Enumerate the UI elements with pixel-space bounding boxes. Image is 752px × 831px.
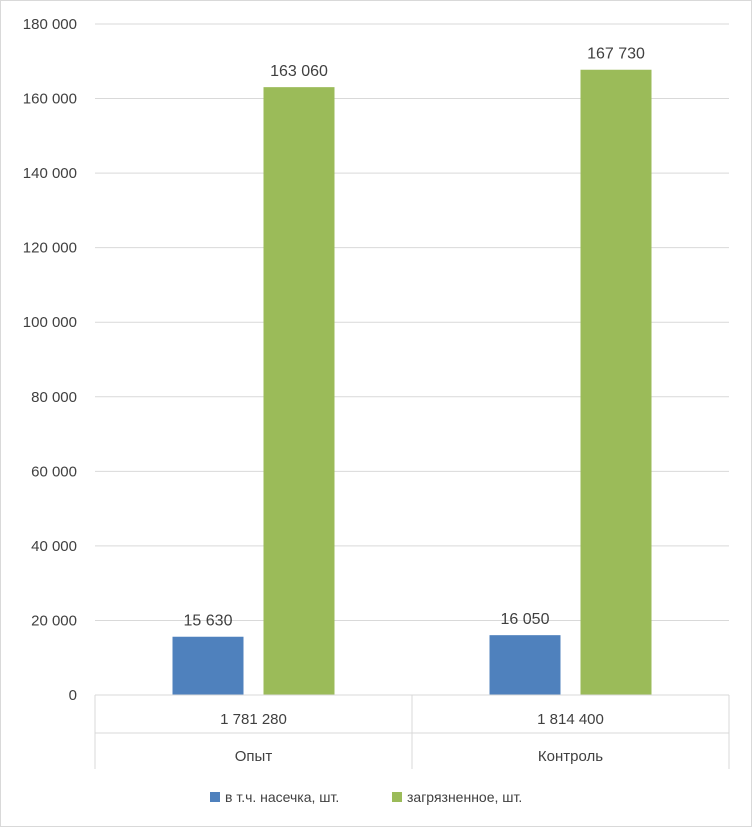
data-label: 16 050 bbox=[501, 611, 550, 628]
category-sublabel: 1 814 400 bbox=[537, 711, 604, 728]
y-tick-label: 100 000 bbox=[23, 314, 77, 331]
y-tick-label: 0 bbox=[69, 687, 77, 704]
data-label: 163 060 bbox=[270, 63, 328, 80]
bar bbox=[263, 87, 335, 695]
y-tick-label: 140 000 bbox=[23, 165, 77, 182]
bar bbox=[580, 69, 652, 696]
y-tick-label: 40 000 bbox=[31, 538, 77, 555]
legend-label: загрязненное, шт. bbox=[407, 789, 522, 805]
bars bbox=[172, 69, 652, 696]
y-tick-label: 120 000 bbox=[23, 240, 77, 257]
data-label: 167 730 bbox=[587, 46, 645, 63]
y-tick-label: 180 000 bbox=[23, 16, 77, 33]
y-tick-label: 60 000 bbox=[31, 463, 77, 480]
category-label: Контроль bbox=[538, 748, 603, 765]
category-sublabel: 1 781 280 bbox=[220, 711, 287, 728]
y-tick-label: 160 000 bbox=[23, 91, 77, 108]
legend-swatch bbox=[210, 792, 220, 802]
legend-label: в т.ч. насечка, шт. bbox=[225, 789, 339, 805]
bar bbox=[172, 636, 244, 695]
y-tick-label: 20 000 bbox=[31, 612, 77, 629]
legend-swatch bbox=[392, 792, 402, 802]
axes: 0 20 000 40 000 60 000 80 000 100 000 120 000 1… bbox=[23, 16, 730, 769]
legend: в т.ч. насечка, шт. загрязненное, шт. bbox=[210, 789, 522, 805]
category-label: Опыт bbox=[235, 748, 273, 765]
data-label: 15 630 bbox=[184, 613, 233, 630]
y-tick-label: 80 000 bbox=[31, 389, 77, 406]
bar bbox=[489, 635, 561, 695]
data-labels: 15 630 163 060 16 050 167 730 bbox=[184, 46, 645, 630]
gridlines bbox=[95, 23, 729, 621]
